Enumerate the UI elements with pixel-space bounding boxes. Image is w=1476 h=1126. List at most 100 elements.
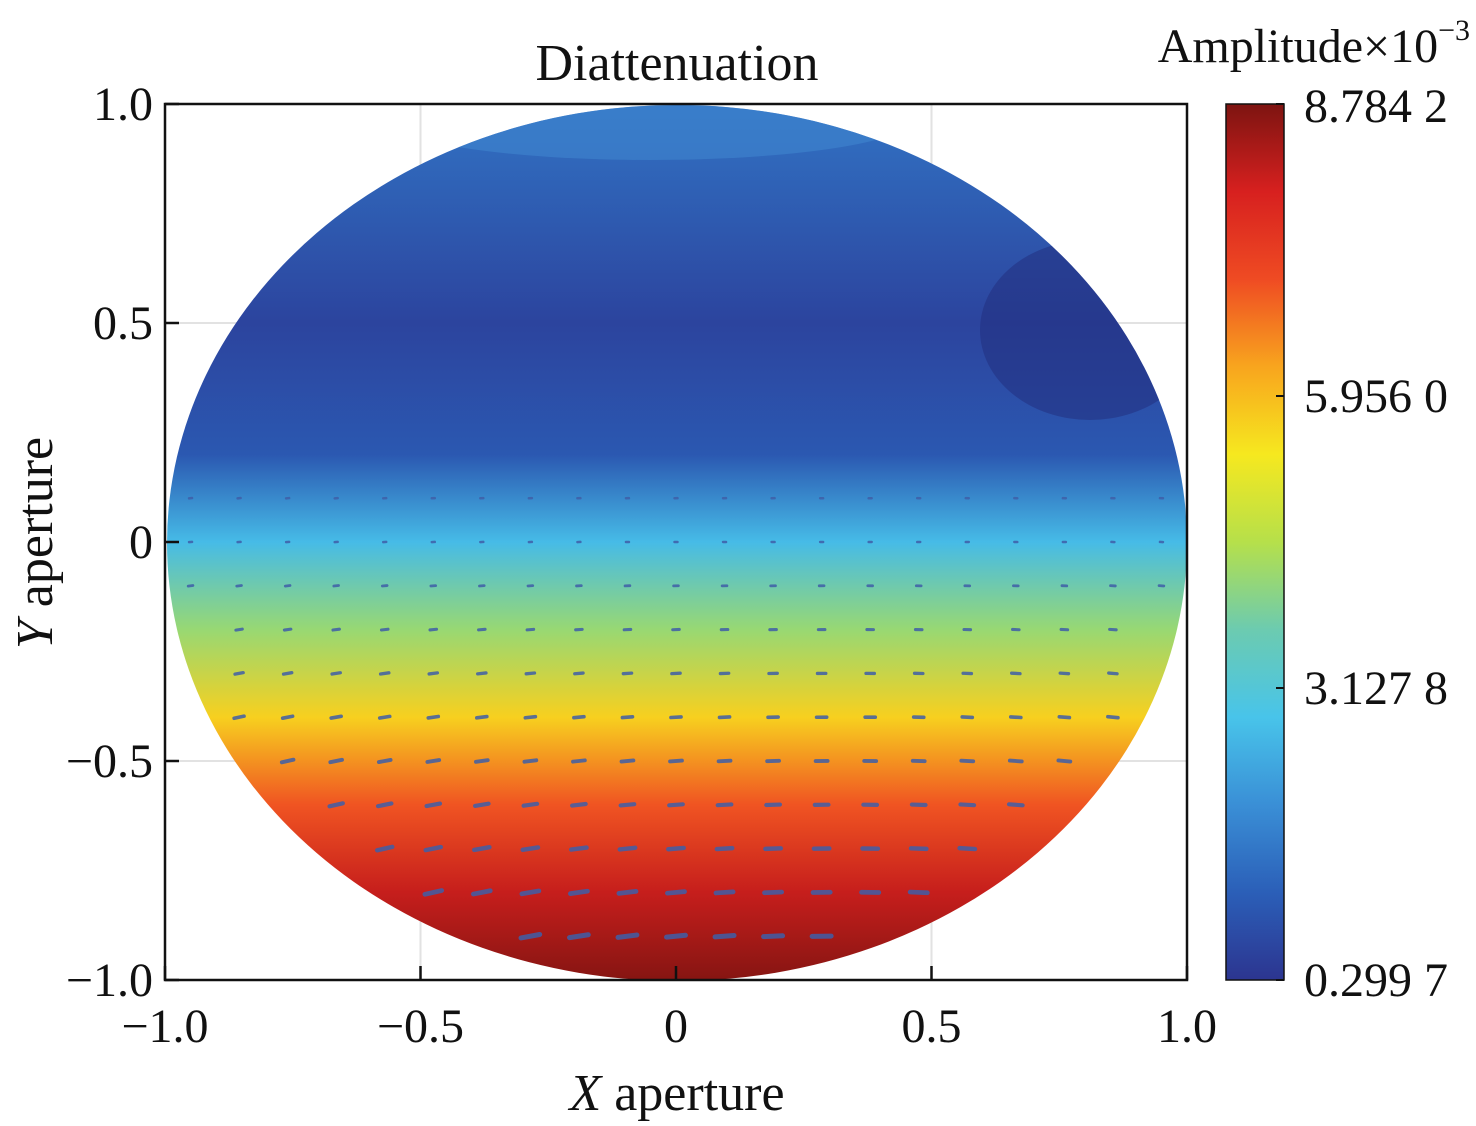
chart-title: Diattenuation (535, 35, 818, 92)
y-tick-label: 1.0 (93, 78, 153, 131)
vector-mark (1106, 714, 1120, 720)
vector-mark (329, 714, 343, 720)
vector-mark (1007, 758, 1024, 764)
colorbar-title: Amplitude×10−3 (1158, 14, 1470, 73)
vector-mark (279, 757, 296, 765)
x-axis-label: X aperture (567, 1065, 784, 1122)
vector-mark (664, 932, 688, 940)
vector-mark (423, 844, 444, 853)
vector-mark (762, 889, 785, 896)
vector-mark (519, 888, 542, 897)
vector-mark (426, 714, 441, 720)
vector-mark (518, 931, 543, 941)
vector-mark (716, 758, 733, 764)
vector-mark (525, 627, 536, 632)
y-tick-label: 0 (129, 516, 153, 569)
vector-mark (1107, 671, 1119, 676)
vector-mark (666, 845, 686, 852)
top-center-light-lobe (390, 105, 910, 160)
vector-mark (331, 627, 341, 632)
x-tick-label: −1.0 (121, 1000, 208, 1053)
vector-mark (957, 845, 978, 852)
vector-mark (186, 584, 195, 588)
vector-mark (234, 627, 244, 632)
vector-mark (763, 846, 784, 852)
vector-mark (520, 845, 541, 852)
vector-mark (376, 757, 393, 765)
vector-mark (713, 889, 736, 896)
pupil-field (167, 105, 1187, 980)
vector-mark (474, 714, 489, 720)
vector-mark (522, 758, 539, 764)
vector-mark (1006, 802, 1025, 808)
colorbar-ticks: 8.784 2 5.956 0 3.127 8 0.299 7 (1276, 80, 1448, 1007)
vector-mark (378, 671, 391, 676)
vector-mark (471, 845, 492, 853)
axis-ticks: −1.0 −0.5 0 0.5 1.0 −1.0 −0.5 0 0.5 1.0 (66, 78, 1217, 1053)
vector-mark (1058, 671, 1071, 676)
y-tick-label: −1.0 (66, 954, 153, 1007)
vector-mark (616, 889, 639, 896)
vector-mark (568, 888, 590, 896)
vector-mark (959, 758, 976, 764)
colorbar-tick-label: 0.299 7 (1304, 954, 1448, 1007)
vector-mark (328, 757, 344, 765)
vector-mark (374, 844, 395, 853)
vector-mark (427, 671, 440, 676)
y-tick-label: −0.5 (66, 735, 153, 788)
vector-mark (570, 801, 588, 808)
x-axis-label-var: X (567, 1065, 603, 1122)
y-axis-label-var: Y (7, 615, 64, 649)
vector-mark (375, 801, 394, 809)
vector-mark (233, 670, 245, 676)
vector-mark (667, 802, 685, 808)
vector-mark (669, 715, 683, 720)
vector-mark (283, 584, 292, 588)
vector-mark (572, 714, 586, 720)
vector-mark (428, 627, 439, 632)
vector-mark (569, 845, 589, 852)
colorbar-bar (1226, 104, 1284, 980)
vector-mark (379, 627, 390, 632)
vector-mark (473, 758, 490, 764)
vector-mark (668, 758, 684, 764)
vector-mark (477, 627, 487, 632)
vector-mark (573, 671, 585, 676)
y-axis-label: Y aperture (7, 437, 64, 649)
x-axis-label-rest: aperture (601, 1065, 784, 1122)
vector-mark (232, 714, 246, 721)
vector-mark (1008, 715, 1023, 720)
vector-mark (665, 889, 687, 896)
colorbar-tick-label: 3.127 8 (1304, 662, 1448, 715)
colorbar-title-exponent: −3 (1438, 14, 1470, 47)
y-axis-label-rest: aperture (7, 437, 64, 620)
vector-mark (619, 758, 636, 764)
vector-mark (714, 845, 735, 852)
vector-mark (618, 802, 637, 808)
x-tick-label: 0.5 (902, 1000, 962, 1053)
vector-mark (521, 801, 540, 808)
vector-mark (621, 671, 634, 676)
colorbar-tick-label: 5.956 0 (1304, 370, 1448, 423)
x-tick-label: 0 (664, 1000, 688, 1053)
vector-mark (327, 801, 345, 809)
vector-mark (958, 802, 977, 808)
colorbar-frame (1225, 103, 1285, 981)
vector-mark (524, 671, 537, 676)
vector-mark (472, 801, 491, 808)
vector-mark (282, 627, 293, 632)
vector-mark (761, 933, 786, 940)
vector-mark (425, 758, 442, 764)
vector-mark (617, 845, 638, 852)
vector-mark (280, 714, 295, 720)
x-tick-label: 1.0 (1157, 1000, 1217, 1053)
vector-mark (907, 889, 930, 896)
vector-mark (424, 801, 443, 809)
vector-mark (471, 888, 493, 897)
colorbar-tick-label: 8.784 2 (1304, 80, 1448, 133)
colorbar: Amplitude×10−3 8.784 2 5.956 0 3.127 8 0.29… (1158, 14, 1470, 1007)
vector-mark (422, 888, 445, 897)
vector-mark (615, 932, 640, 940)
vector-mark (571, 758, 587, 764)
